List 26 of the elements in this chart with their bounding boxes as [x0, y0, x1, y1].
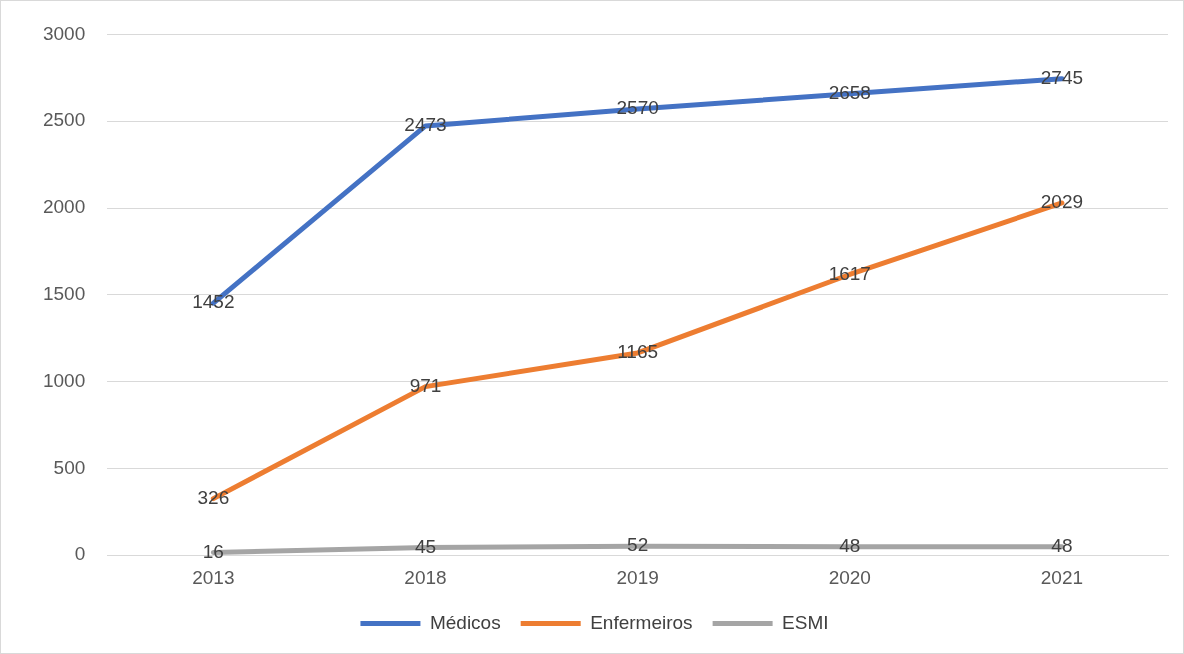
data-label: 52 — [627, 534, 649, 556]
data-label: 326 — [197, 486, 230, 508]
x-tick-label: 2020 — [828, 566, 871, 588]
y-tick-label: 1000 — [42, 369, 86, 391]
x-tick-label: 2013 — [192, 566, 235, 588]
x-tick-label: 2018 — [404, 566, 447, 588]
y-tick-label: 2500 — [42, 109, 86, 131]
y-tick-label: 1500 — [42, 283, 86, 305]
data-label: 2745 — [1040, 66, 1084, 88]
legend-label: Médicos — [429, 611, 501, 633]
data-label: 2029 — [1040, 191, 1084, 213]
data-label: 2570 — [616, 97, 659, 119]
data-label: 48 — [839, 535, 861, 557]
data-label: 16 — [202, 540, 224, 562]
legend-label: Enfermeiros — [590, 611, 693, 633]
y-tick-label: 0 — [74, 543, 86, 565]
x-tick-label: 2021 — [1040, 566, 1084, 588]
data-label: 48 — [1051, 535, 1073, 557]
y-tick-label: 2000 — [42, 196, 86, 218]
legend-label: ESMI — [782, 611, 829, 633]
y-tick-label: 3000 — [42, 22, 86, 44]
x-tick-label: 2019 — [616, 566, 659, 588]
data-label: 45 — [414, 535, 437, 557]
data-label: 2658 — [828, 82, 871, 104]
y-tick-label: 500 — [53, 456, 86, 478]
data-label: 1452 — [192, 291, 235, 313]
